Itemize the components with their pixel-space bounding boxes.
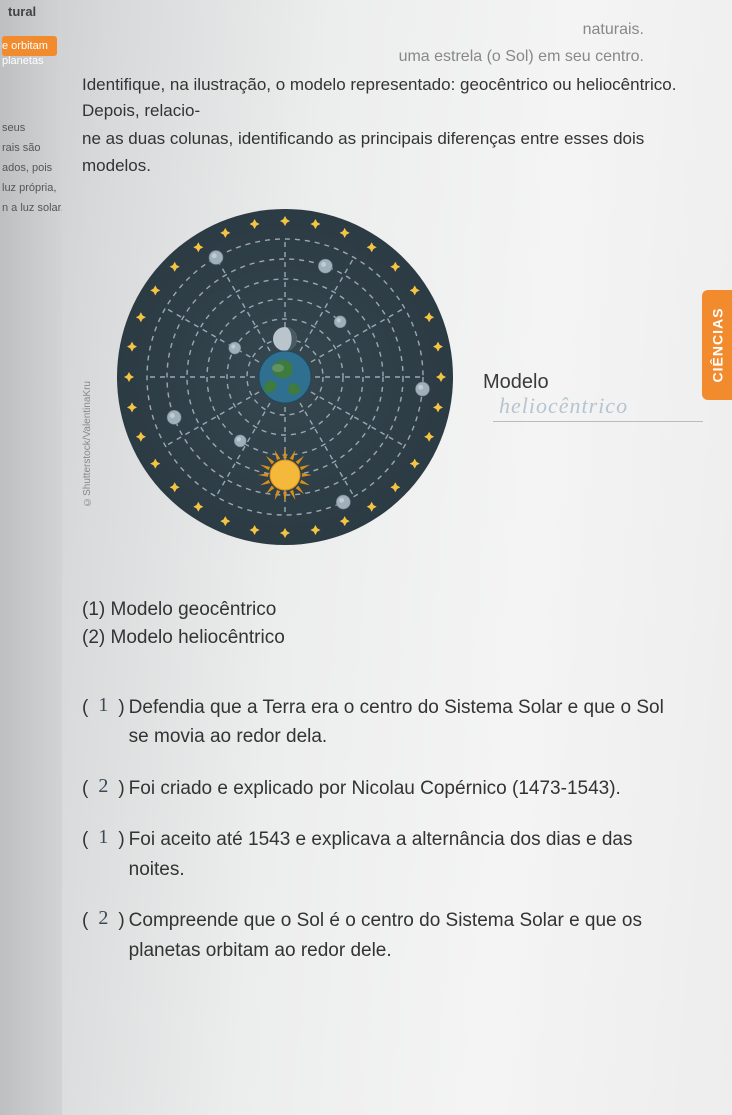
statement-row: (2) Compreende que o Sol é o centro do S…	[82, 906, 684, 965]
intro-line: naturais.	[82, 18, 684, 43]
page-content: naturais. uma estrela (o Sol) em seu cen…	[72, 0, 702, 1115]
statement-text: Foi aceito até 1543 e explicava a altern…	[129, 825, 684, 884]
paren-open: (	[82, 825, 88, 884]
paren-open: (	[82, 693, 88, 752]
paren-open: (	[82, 774, 88, 803]
statement-text: Compreende que o Sol é o centro do Siste…	[129, 906, 684, 965]
spine-frag: n a luz solar.	[2, 202, 62, 215]
intro-line: uma estrela (o Sol) em seu centro.	[82, 45, 684, 70]
statement-row: (2) Foi criado e explicado por Nicolau C…	[82, 774, 684, 803]
statement-answer-slot[interactable]: 1	[92, 827, 114, 886]
modelo-handwritten-answer: heliocêntrico	[499, 393, 628, 419]
modelo-label: Modelo	[483, 371, 549, 393]
geocentric-diagram	[115, 207, 455, 547]
spine-title: tural	[8, 4, 36, 19]
image-credit: ©Shutterstock/ValentinaKru	[82, 381, 93, 507]
previous-page-spine: tural e orbitam planetas seus rais são a…	[0, 0, 62, 1115]
paren-open: (	[82, 906, 88, 965]
legend: (1) Modelo geocêntrico (2) Modelo helioc…	[82, 599, 684, 649]
paren-close: )	[118, 906, 124, 965]
spine-frag: seus	[2, 122, 25, 135]
spine-frag: e orbitam	[2, 40, 48, 53]
spine-frag: luz própria,	[2, 182, 56, 195]
figure-row: ©Shutterstock/ValentinaKru Modelo helioc…	[82, 207, 684, 547]
paren-close: )	[118, 825, 124, 884]
statement-answer-slot[interactable]: 2	[92, 908, 114, 967]
subject-tab-label: CIÊNCIAS	[709, 308, 725, 383]
paren-close: )	[118, 693, 124, 752]
subject-tab: CIÊNCIAS	[702, 290, 732, 400]
legend-item: (2) Modelo heliocêntrico	[82, 627, 684, 649]
statement-text: Defendia que a Terra era o centro do Sis…	[129, 693, 684, 752]
intro-line: ne as duas colunas, identificando as pri…	[82, 126, 684, 179]
statement-row: (1) Foi aceito até 1543 e explicava a al…	[82, 825, 684, 884]
statement-answer-slot[interactable]: 2	[92, 776, 114, 805]
paren-close: )	[118, 774, 124, 803]
intro-line: Identifique, na ilustração, o modelo rep…	[82, 72, 684, 125]
statement-row: (1) Defendia que a Terra era o centro do…	[82, 693, 684, 752]
intro-text: naturais. uma estrela (o Sol) em seu cen…	[82, 18, 684, 179]
legend-item: (1) Modelo geocêntrico	[82, 599, 684, 621]
statement-text: Foi criado e explicado por Nicolau Copér…	[129, 774, 684, 803]
statements-list: (1) Defendia que a Terra era o centro do…	[82, 693, 684, 965]
spine-frag: ados, pois	[2, 162, 52, 175]
spine-frag: planetas	[2, 55, 44, 68]
statement-answer-slot[interactable]: 1	[92, 695, 114, 754]
modelo-block: Modelo heliocêntrico	[483, 331, 703, 422]
modelo-answer-line[interactable]: heliocêntrico	[493, 394, 703, 422]
spine-frag: rais são	[2, 142, 41, 155]
